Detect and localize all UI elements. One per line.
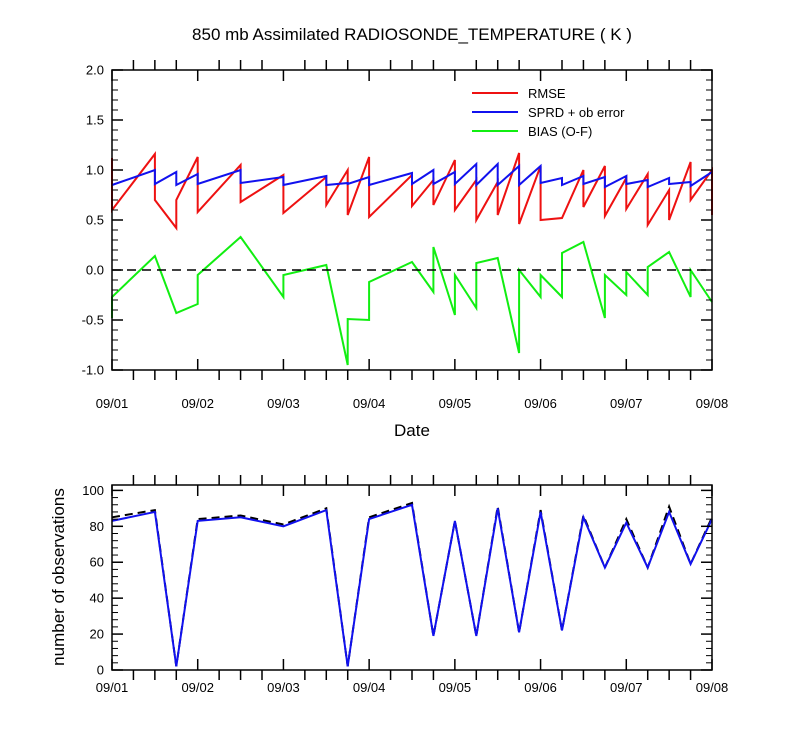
top-chart-ticks: 09/01 09/02 09/03 09/04 09/05 09/06 09/07 09/08…	[82, 60, 729, 411]
top-xtick-label: 09/05	[439, 396, 472, 411]
bottom-ytick-label: 20	[90, 627, 104, 642]
bottom-series-obs-assimilated	[111, 503, 713, 667]
bottom-xtick-label: 09/07	[610, 680, 643, 695]
bottom-xtick-label: 09/02	[181, 680, 214, 695]
legend-label-rmse: RMSE	[528, 86, 566, 101]
legend-label-bias-o-f: BIAS (O-F)	[528, 124, 592, 139]
bottom-ytick-label: 0	[97, 663, 104, 678]
top-xtick-label: 09/04	[353, 396, 386, 411]
top-xtick-label: 09/07	[610, 396, 643, 411]
top-chart-legend: RMSE SPRD + ob error BIAS (O-F)	[472, 86, 625, 139]
legend-label-sprd-ob-error: SPRD + ob error	[528, 105, 625, 120]
top-series-rmse	[111, 151, 713, 231]
bottom-chart-frame	[111, 484, 713, 671]
top-xtick-label: 09/08	[696, 396, 729, 411]
top-ytick-label: 0.5	[86, 213, 104, 228]
top-ytick-label: 2.0	[86, 63, 104, 78]
top-xtick-label: 09/06	[524, 396, 557, 411]
top-ytick-label: 0.0	[86, 263, 104, 278]
top-xtick-label: 09/02	[181, 396, 214, 411]
bottom-ytick-label: 40	[90, 591, 104, 606]
top-series-sprd-ob-error	[111, 161, 713, 189]
bottom-xtick-label: 09/04	[353, 680, 386, 695]
bottom-xtick-label: 09/03	[267, 680, 300, 695]
bottom-series-obs-possible	[111, 501, 713, 667]
bottom-xtick-label: 09/06	[524, 680, 557, 695]
top-chart-title: 850 mb Assimilated RADIOSONDE_TEMPERATUR…	[192, 25, 632, 44]
bottom-chart-ticks: 09/01 09/02 09/03 09/04 09/05 09/06 09/07 09/08…	[82, 475, 728, 695]
bottom-chart-ylabel: number of observations	[49, 488, 68, 666]
top-ytick-label: -0.5	[82, 313, 104, 328]
bottom-chart-series	[111, 501, 713, 667]
top-ytick-label: -1.0	[82, 363, 104, 378]
bottom-xtick-label: 09/05	[439, 680, 472, 695]
bottom-chart: 09/01 09/02 09/03 09/04 09/05 09/06 09/07 09/08…	[49, 475, 728, 695]
bottom-xtick-label: 09/08	[696, 680, 729, 695]
top-xtick-label: 09/01	[96, 396, 129, 411]
top-chart-series	[111, 151, 713, 366]
top-ytick-label: 1.0	[86, 163, 104, 178]
top-xtick-label: 09/03	[267, 396, 300, 411]
bottom-ytick-label: 100	[82, 483, 104, 498]
bottom-xtick-label: 09/01	[96, 680, 129, 695]
bottom-ytick-label: 80	[90, 519, 104, 534]
top-ytick-label: 1.5	[86, 113, 104, 128]
bottom-ytick-label: 60	[90, 555, 104, 570]
top-chart-xlabel: Date	[394, 421, 430, 440]
top-chart: 850 mb Assimilated RADIOSONDE_TEMPERATUR…	[82, 25, 729, 440]
top-series-bias-o-f	[111, 235, 713, 366]
